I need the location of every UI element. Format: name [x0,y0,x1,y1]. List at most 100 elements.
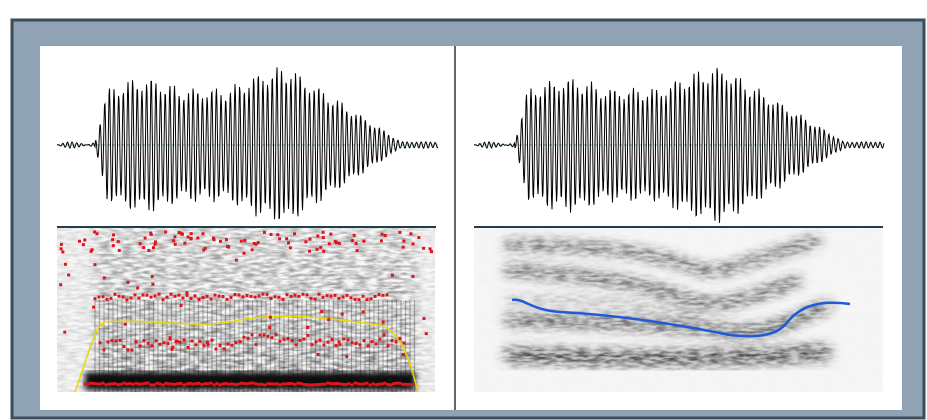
formant-point [402,353,405,356]
formant-point [222,295,225,298]
formant-point [228,383,231,386]
formant-point [170,293,173,296]
formant-point [141,382,144,385]
formant-point [359,343,362,346]
formant-point [382,294,385,297]
formant-point [150,296,153,299]
formant-point [192,383,195,386]
formant-point [322,236,325,239]
formant-point [327,341,330,344]
formant-point [163,341,166,344]
spectrogram-texture [474,228,883,392]
formant-point [111,339,114,342]
formant-point [130,296,133,299]
formant-point [338,242,341,245]
formant-point [218,295,221,298]
formant-point [315,248,318,251]
formant-point [398,231,401,234]
formant-point [143,339,146,342]
formant-point [262,293,265,296]
formant-point [195,343,198,346]
formant-point [206,341,209,344]
formant-point [150,233,153,236]
formant-point [167,342,170,345]
formant-point [276,233,279,236]
formant-point [114,293,117,296]
formant-point [99,341,102,344]
formant-point [374,295,377,298]
formant-point [358,298,361,301]
formant-point [243,382,246,385]
formant-point [123,345,126,348]
formant-point [285,382,288,385]
formant-point [142,246,145,249]
formant-point [196,236,199,239]
formant-point [178,231,181,234]
formant-point [187,346,190,349]
formant-point [290,295,293,298]
formant-point [96,382,99,385]
formant-point [162,383,165,386]
formant-point [162,298,165,301]
formant-point [183,383,186,386]
formant-point [186,382,189,385]
formant-point [411,383,414,386]
formant-point [330,295,333,298]
formant-point [279,383,282,386]
formant-point [117,383,120,386]
formant-point [243,336,246,339]
formant-point [273,382,276,385]
formant-point [314,298,317,301]
formant-point [289,246,292,249]
formant-point [316,235,319,238]
formant-point [353,234,356,237]
formant-point [227,343,230,346]
formant-point [210,382,213,385]
formant-point [336,382,339,385]
formant-point [322,250,325,253]
formant-point [194,294,197,297]
formant-point [363,339,366,342]
formant-point [237,383,240,386]
formant-point [308,250,311,253]
formant-point [323,343,326,346]
formant-point [115,339,118,342]
formant-point [408,383,411,386]
formant-point [362,310,365,313]
formant-point [103,276,106,279]
formant-point [210,297,213,300]
formant-point [118,295,121,298]
formant-point [174,383,177,386]
formant-point [294,294,297,297]
formant-point [417,236,420,239]
formant-point [155,339,158,342]
formant-point [112,244,115,247]
formant-point [191,340,194,343]
formant-point [189,237,192,240]
formant-point [82,243,85,246]
formant-point [174,243,177,246]
formant-point [60,243,63,246]
formant-point [315,340,318,343]
formant-point [266,293,269,296]
formant-point [156,382,159,385]
formant-point [351,239,354,242]
formant-point [330,382,333,385]
formant-point [405,383,408,386]
formant-point [331,338,334,341]
formant-point [181,233,184,236]
formant-point [356,249,359,252]
formant-point [387,344,390,347]
formant-point [182,296,185,299]
formant-point [318,383,321,386]
formant-point [367,344,370,347]
screenshot [0,0,927,420]
formant-point [171,383,174,386]
formant-point [138,383,141,386]
formant-point [409,232,412,235]
formant-point [203,344,206,347]
formant-point [90,250,93,253]
formant-point [267,382,270,385]
formant-point [238,293,241,296]
formant-point [357,382,360,385]
